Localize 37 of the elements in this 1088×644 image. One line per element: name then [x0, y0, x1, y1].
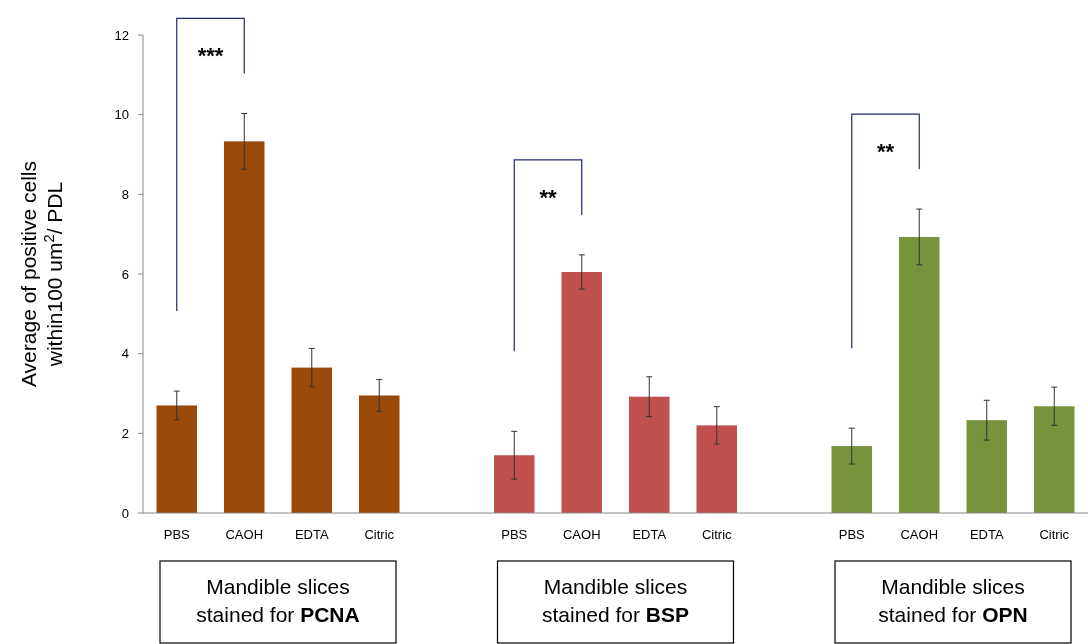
y-tick-label: 2: [121, 425, 129, 441]
y-tick-label: 6: [121, 266, 129, 282]
x-tick-label: Citric: [364, 527, 395, 542]
bar: [696, 425, 737, 513]
text: Mandible slices stained for PCNA: [196, 575, 360, 626]
bar: [966, 420, 1007, 513]
y-tick-label: 0: [121, 505, 129, 521]
bar: [224, 141, 265, 513]
bar: [359, 395, 400, 513]
bar: [831, 446, 872, 513]
y-tick-label: 10: [114, 107, 129, 123]
y-tick-label: 8: [121, 186, 129, 202]
x-tick-label: EDTA: [969, 527, 1004, 542]
x-tick-label: CAOH: [225, 527, 264, 542]
x-tick-label: EDTA: [632, 527, 667, 542]
x-tick-label: Citric: [701, 527, 733, 542]
x-tick-label: Citric: [1039, 527, 1070, 542]
x-tick-label: PBS: [501, 527, 528, 542]
annotation: **: [876, 139, 895, 165]
text: Mandible slices stained for BSP: [541, 575, 690, 626]
annotation: ***: [197, 43, 224, 69]
bar: [1034, 406, 1075, 513]
y-tick-label: 4: [121, 346, 129, 362]
annotation: **: [539, 184, 557, 210]
bar: [156, 405, 197, 513]
x-tick-label: CAOH: [900, 527, 939, 542]
x-tick-label: PBS: [163, 527, 191, 542]
x-tick-label: PBS: [838, 527, 866, 542]
x-tick-label: CAOH: [562, 527, 601, 542]
text: Mandible slices stained for OPN: [878, 575, 1028, 626]
bar: [899, 236, 940, 513]
bar: [561, 272, 602, 513]
y-tick-label: 12: [114, 27, 129, 43]
bar: [494, 455, 535, 513]
x-tick-label: EDTA: [294, 527, 329, 542]
bar: [291, 367, 332, 513]
bar: [629, 396, 670, 513]
